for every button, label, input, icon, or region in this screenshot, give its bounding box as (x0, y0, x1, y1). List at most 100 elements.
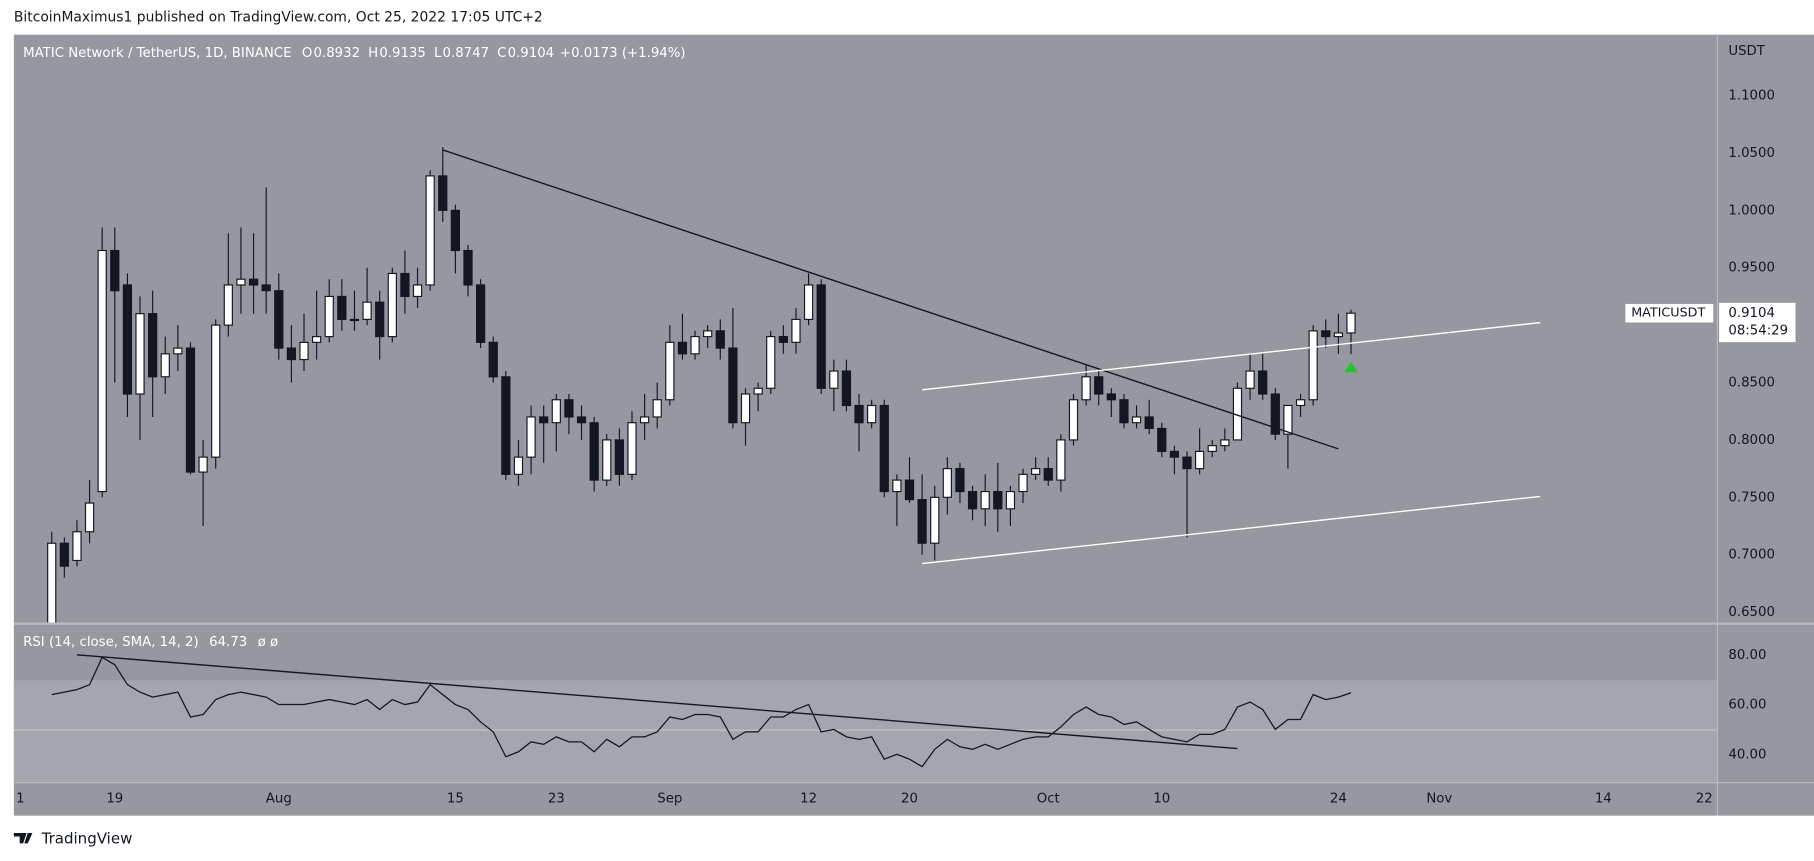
candle-body (766, 336, 776, 389)
candle-body (47, 542, 57, 623)
candle-body (1245, 370, 1255, 389)
candle-body (1321, 330, 1331, 338)
x-tick-label: 14 (1595, 791, 1612, 806)
candle-body (1346, 312, 1356, 334)
ohlc-value: 0.9104 (508, 46, 555, 61)
candle-body (463, 249, 473, 286)
candle-body (110, 249, 120, 292)
candle-body (211, 324, 221, 458)
candle-body (97, 249, 107, 493)
candle-body (1169, 450, 1180, 458)
candle-body (942, 468, 952, 498)
candle-body (362, 301, 372, 320)
candle-body (72, 531, 82, 562)
candle-body (236, 278, 246, 286)
tv-logo: TradingView (13, 829, 132, 847)
candle-body (955, 468, 965, 493)
x-tick-label: 15 (447, 791, 464, 806)
rsi-tick-label: 40.00 (1728, 747, 1766, 762)
candle-body (1043, 468, 1053, 481)
rsi-legend: RSI (14, close, SMA, 14, 2) 64.73 ø ø (23, 635, 278, 650)
price-tag-countdown: 08:54:29 (1728, 324, 1788, 339)
y-tick-label: 0.8000 (1728, 433, 1775, 448)
candle-body (677, 341, 688, 355)
candle-body (539, 416, 549, 424)
candle-body (223, 284, 233, 326)
ohlc-label: L (434, 46, 442, 61)
candle-body (526, 416, 536, 458)
x-tick-label: 10 (1153, 791, 1170, 806)
candle-body (84, 502, 95, 533)
candle-body (564, 399, 574, 418)
trendline (922, 495, 1541, 565)
y-tick-label: 0.8500 (1728, 376, 1775, 391)
candle-body (803, 284, 814, 320)
candle-body (1144, 416, 1154, 430)
rsi-line (51, 656, 1352, 768)
candle-body (1031, 468, 1041, 475)
candle-body (501, 376, 511, 475)
candle-body (135, 313, 145, 395)
logo-icon (13, 833, 33, 844)
candle-body (854, 404, 864, 424)
candle-body (816, 284, 826, 389)
candle-body (324, 295, 334, 338)
candle-body (576, 416, 587, 424)
candle-body (778, 336, 788, 343)
rsi-pane (51, 654, 1352, 768)
rsi-tick-label: 80.00 (1728, 648, 1766, 663)
candle-body (185, 347, 196, 473)
candle-body (1005, 490, 1016, 510)
y-tick-label: 1.0500 (1728, 146, 1775, 161)
rsi-title: RSI (14, close, SMA, 14, 2) (23, 635, 199, 650)
candle-body (1195, 450, 1205, 470)
candle-body (652, 399, 662, 418)
candle-body (930, 496, 940, 544)
candle-body (728, 347, 738, 424)
x-tick-label: 12 (800, 791, 817, 806)
x-tick-label: Sep (657, 791, 682, 806)
candle-body (614, 439, 624, 475)
candle-body (665, 341, 675, 401)
candle-body (589, 422, 599, 481)
candle-body (1270, 393, 1280, 435)
candle-body (753, 387, 763, 395)
candle-body (1106, 393, 1116, 401)
candle-body (1258, 370, 1268, 395)
x-tick-label: 22 (1696, 791, 1713, 806)
x-tick-label: 23 (548, 791, 565, 806)
candle-body (639, 416, 650, 424)
candle-body (173, 347, 183, 355)
ohlc-label: C (497, 46, 506, 61)
candle-body (59, 542, 69, 567)
y-tick-label: 0.6500 (1728, 605, 1775, 620)
signal-arrow (1344, 361, 1358, 373)
candle-body (690, 336, 700, 355)
candle-body (148, 313, 158, 378)
candle-body (261, 284, 271, 292)
candle-body (879, 404, 889, 493)
publish-info: BitcoinMaximus1 published on TradingView… (14, 9, 543, 25)
ohlc-value: 0.8747 (443, 46, 490, 61)
candle-body (867, 404, 877, 424)
candle-body (198, 456, 208, 473)
candle-body (375, 301, 385, 338)
price-pane (47, 147, 1541, 623)
candle-body (475, 284, 486, 343)
change: +0.0173 (+1.94%) (560, 46, 686, 61)
symbol-tag: MATICUSDT (1631, 305, 1705, 320)
candle-body (715, 330, 725, 349)
price-tag-value: 0.9104 (1728, 306, 1775, 321)
candle-body (1018, 473, 1028, 493)
candle-body (349, 318, 360, 322)
candle-body (160, 353, 170, 378)
candle-body (450, 209, 461, 252)
x-tick-label: 24 (1330, 791, 1347, 806)
candle-body (980, 490, 990, 510)
candle-body (1094, 376, 1104, 395)
candle-body (122, 284, 133, 395)
candle-body (337, 295, 347, 320)
candle-body (740, 393, 751, 424)
